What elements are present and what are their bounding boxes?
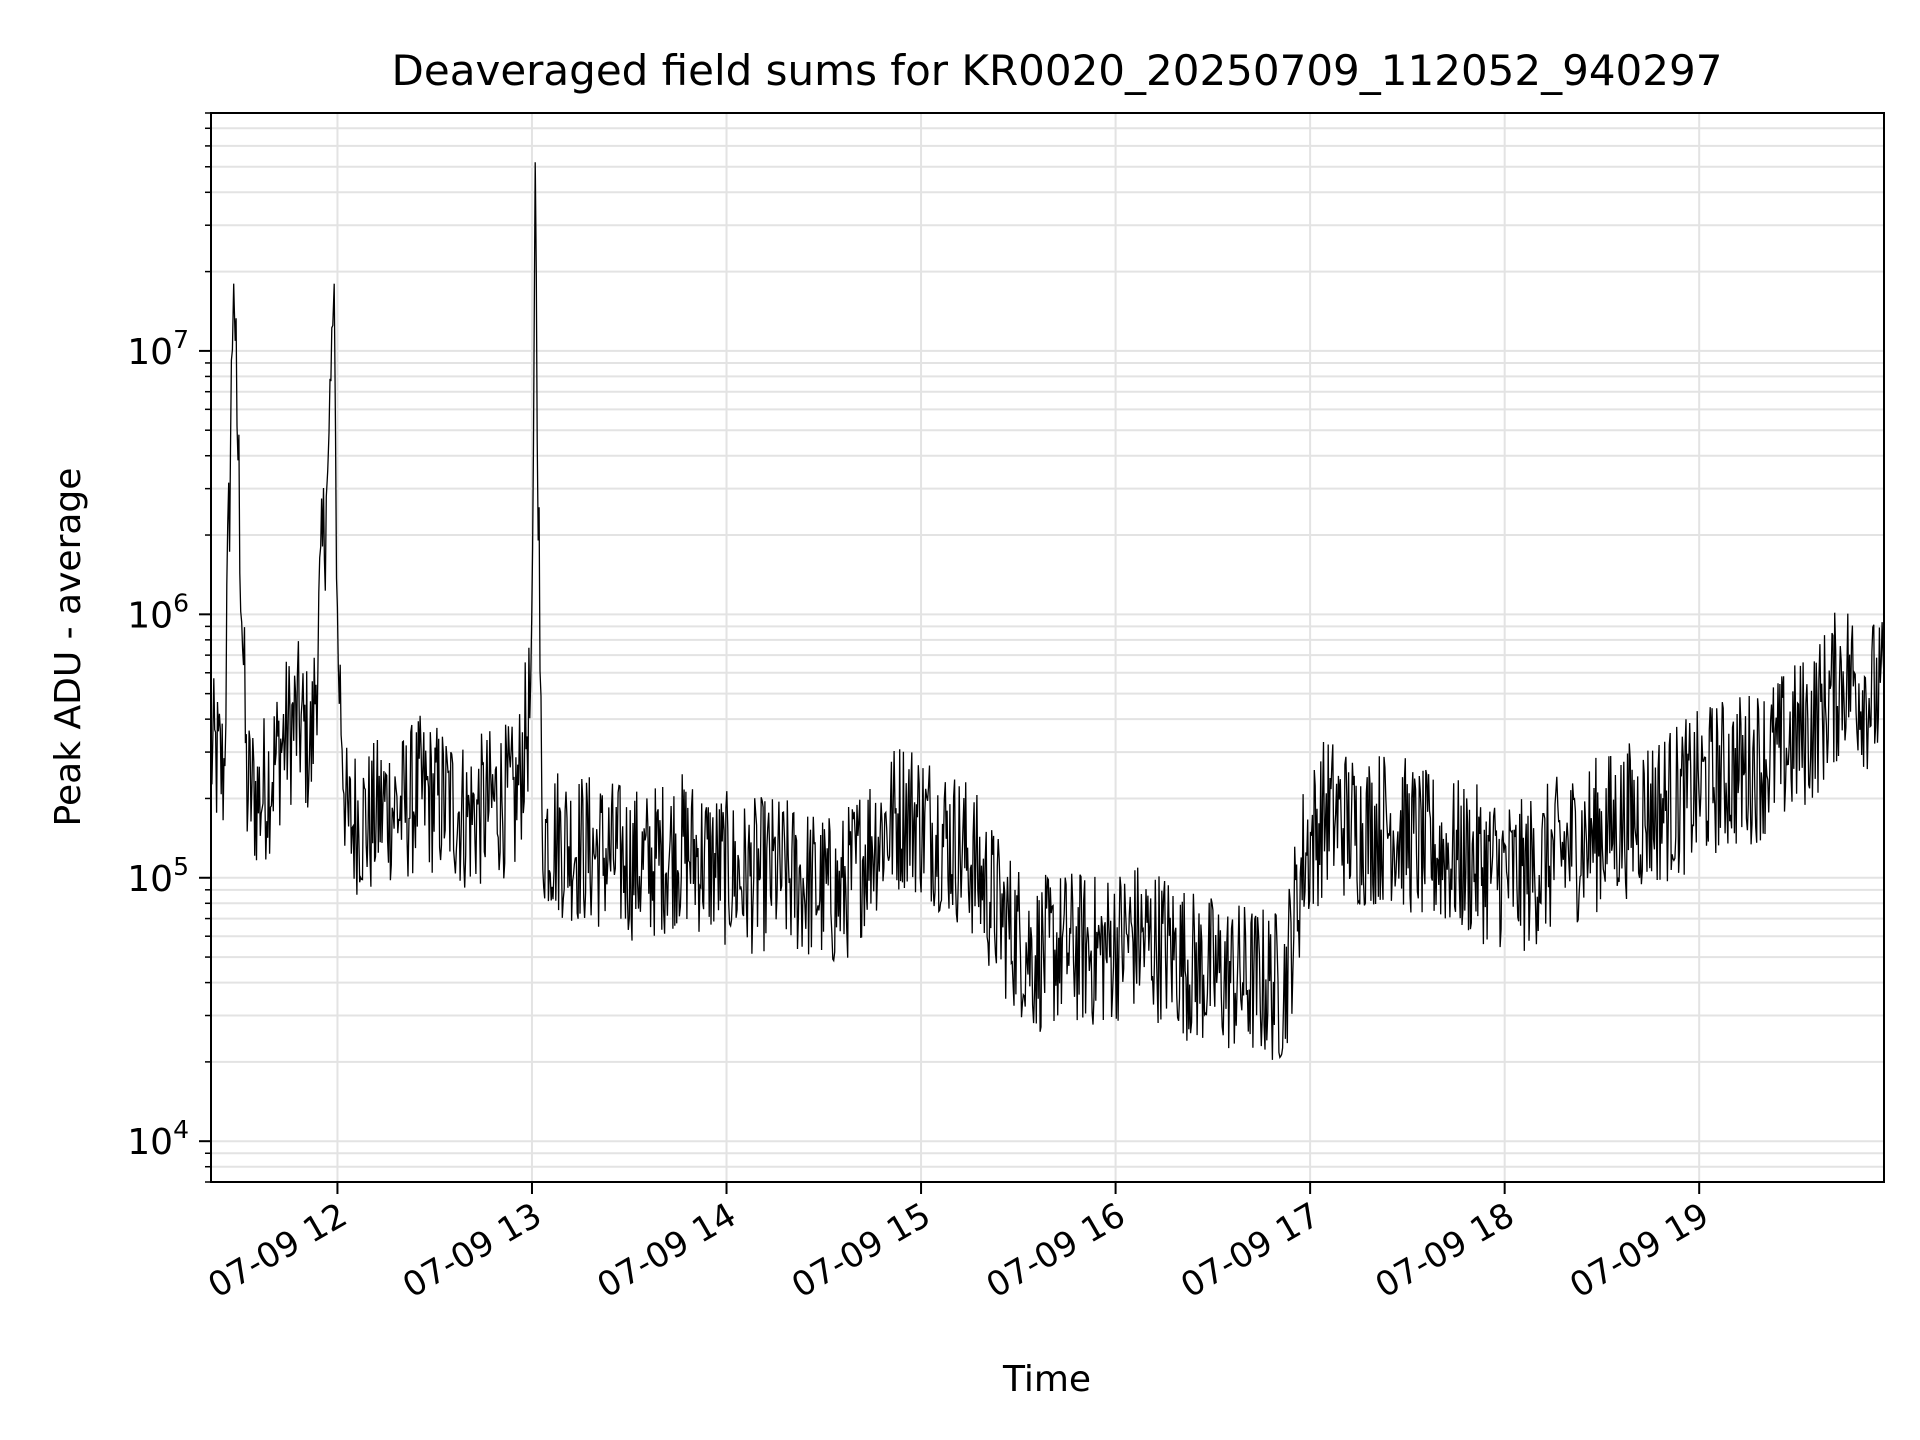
plot-frame — [210, 112, 1885, 1183]
x-axis-label: Time — [1002, 1359, 1091, 1400]
chart-title: Deaveraged field sums for KR0020_2025070… — [392, 46, 1723, 95]
y-tick-label: 104 — [127, 1115, 189, 1163]
x-axis: 07-09 12 07-09 13 07-09 14 07-09 15 07-09 16… — [202, 1182, 1716, 1306]
x-tick-label: 07-09 16 — [980, 1195, 1132, 1306]
x-tick-label: 07-09 19 — [1563, 1195, 1715, 1306]
y-tick-label: 106 — [127, 588, 189, 636]
x-tick-label: 07-09 12 — [202, 1195, 354, 1306]
x-tick-label: 07-09 17 — [1174, 1195, 1326, 1306]
y-tick-label: 107 — [127, 325, 189, 373]
y-tick-label: 105 — [127, 852, 189, 900]
series-layer — [210, 162, 1885, 1060]
y-axis: 104 105 106 107 — [127, 112, 211, 1183]
x-tick-label: 07-09 18 — [1369, 1195, 1521, 1306]
x-tick-label: 07-09 15 — [785, 1195, 937, 1306]
series-line — [210, 162, 1885, 1060]
y-axis-label: Peak ADU - average — [48, 468, 89, 827]
x-tick-label: 07-09 14 — [591, 1195, 743, 1306]
x-tick-label: 07-09 13 — [396, 1195, 548, 1306]
grid — [211, 112, 1884, 1183]
